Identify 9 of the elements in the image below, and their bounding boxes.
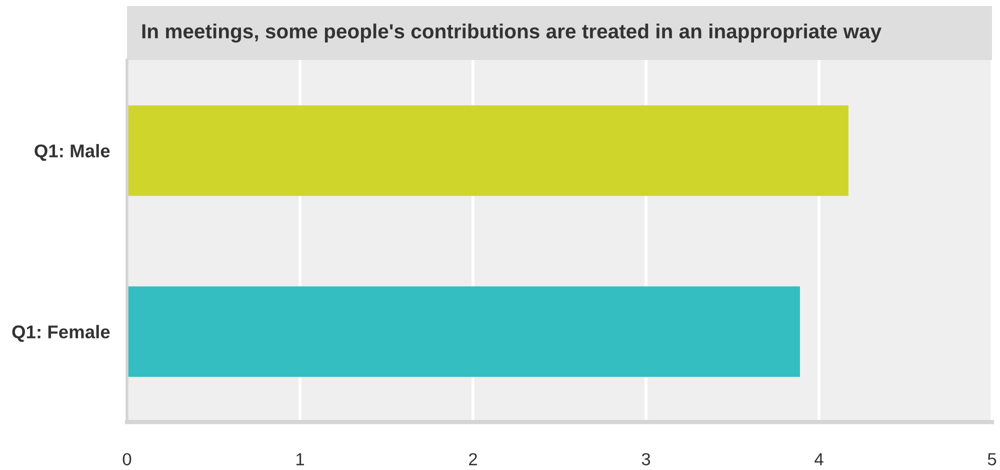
x-tick-label: 5 — [988, 453, 996, 466]
x-tick-label: 4 — [814, 453, 824, 466]
x-tick-label: 3 — [642, 453, 650, 466]
y-tick-label: Q1: Female — [12, 324, 110, 342]
x-tick-label: 1 — [296, 453, 304, 466]
chart-title: In meetings, some people's contributions are treated in an inappropriate way — [142, 24, 882, 43]
x-tick-label: 0 — [122, 453, 132, 466]
y-tick-label: Q1: Male — [34, 144, 110, 161]
x-tick-label: 2 — [469, 453, 477, 466]
